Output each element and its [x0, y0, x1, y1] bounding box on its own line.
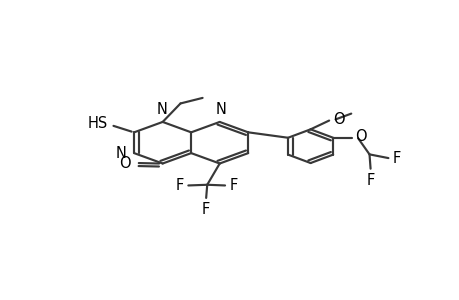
Text: F: F	[392, 151, 400, 166]
Text: HS: HS	[87, 116, 107, 130]
Text: F: F	[175, 178, 183, 193]
Text: O: O	[119, 155, 130, 170]
Text: O: O	[332, 112, 344, 128]
Text: O: O	[354, 129, 366, 144]
Text: N: N	[215, 102, 226, 117]
Text: F: F	[229, 178, 237, 193]
Text: F: F	[366, 173, 374, 188]
Text: F: F	[202, 202, 210, 217]
Text: N: N	[156, 102, 167, 117]
Text: N: N	[115, 146, 126, 160]
